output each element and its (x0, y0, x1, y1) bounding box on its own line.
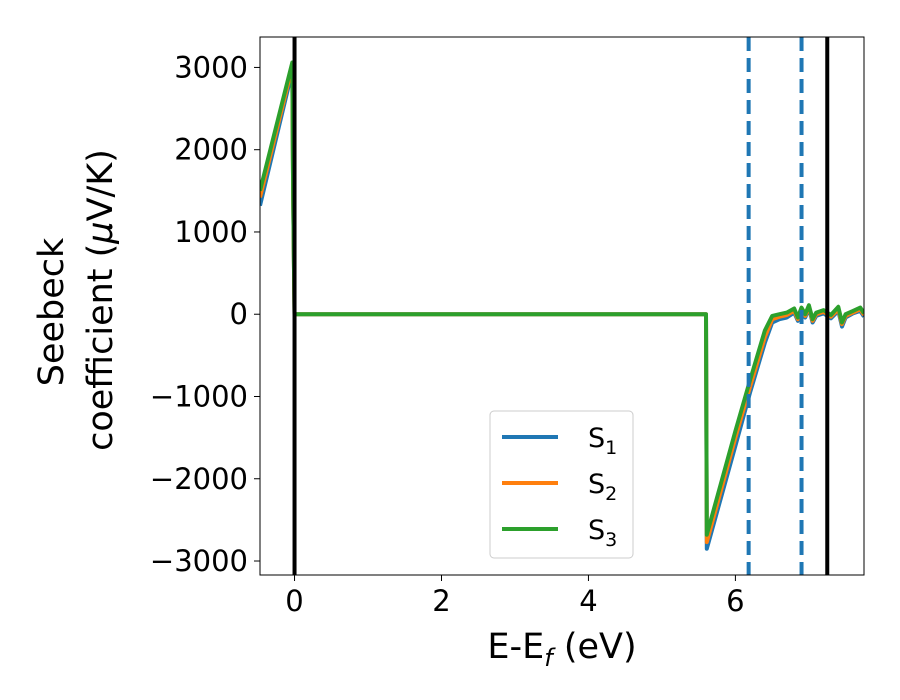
legend-box (489, 410, 634, 559)
y-tick-label: 0 (230, 297, 248, 331)
y-tick-label: −1000 (150, 379, 248, 413)
x-axis-title: E-Ef (eV) (487, 627, 636, 672)
y-axis: −3000 −2000 −1000 0 1000 2000 3000 (150, 50, 260, 578)
y-axis-title-line1: Seebeck (32, 237, 72, 386)
axes-frame (259, 36, 865, 576)
legend-label-1: S1 (588, 423, 617, 459)
x-tick-label: 2 (432, 584, 450, 618)
y-axis-title-line2: coefficient (μV/K) (81, 149, 121, 451)
legend: S1 S2 S3 (489, 410, 634, 559)
y-tick-label: 3000 (174, 50, 248, 84)
x-tick-label: 0 (285, 584, 303, 618)
plot-area (260, 37, 864, 575)
y-tick-label: 2000 (174, 133, 248, 167)
series-line-3 (260, 60, 864, 537)
y-tick-label: 1000 (174, 215, 248, 249)
y-tick-label: −3000 (150, 544, 248, 578)
x-tick-label: 6 (726, 584, 744, 618)
x-axis: 0 2 4 6 (285, 575, 745, 618)
x-tick-label: 4 (579, 584, 597, 618)
legend-label-2: S2 (588, 469, 617, 505)
legend-label-3: S3 (588, 515, 617, 551)
y-tick-label: −2000 (150, 462, 248, 496)
